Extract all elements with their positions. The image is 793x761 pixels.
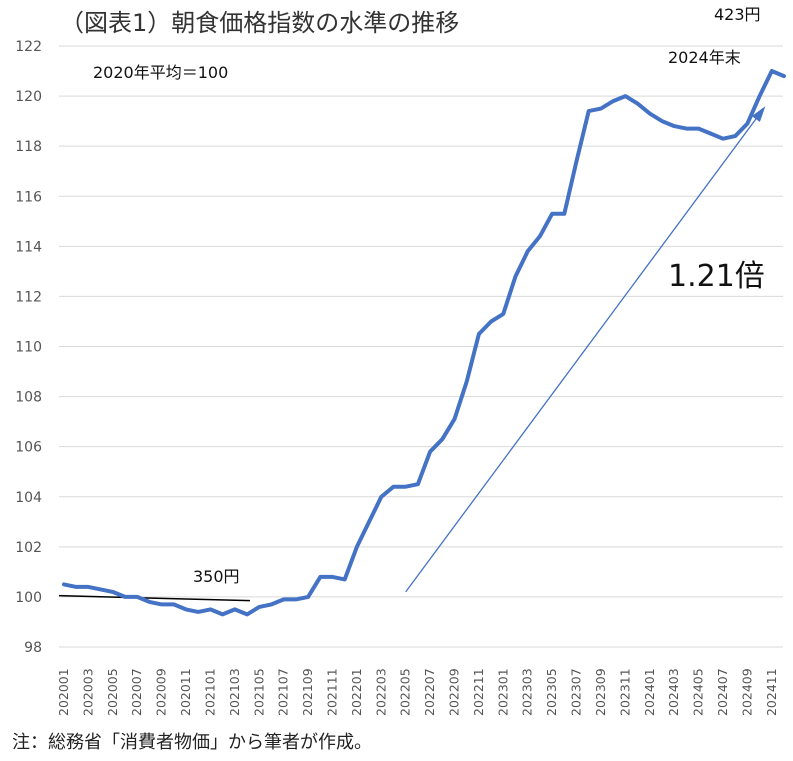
x-tick-label: 202209 — [447, 668, 462, 716]
chart-title: （図表1）朝食価格指数の水準の推移 — [60, 9, 459, 37]
x-tick-label: 202303 — [520, 668, 535, 716]
x-tick-label: 202311 — [617, 668, 632, 716]
y-tick-label: 118 — [15, 139, 42, 155]
y-tick-label: 116 — [15, 189, 42, 205]
y-tick-label: 102 — [15, 540, 42, 556]
x-tick-label: 202203 — [373, 668, 388, 716]
growth-arrow — [405, 108, 765, 593]
y-tick-label: 108 — [15, 390, 42, 406]
end-year-label: 2024年末 — [668, 48, 741, 67]
y-tick-label: 114 — [15, 239, 42, 255]
x-tick-label: 202107 — [276, 668, 291, 716]
ratio-label: 1.21倍 — [668, 259, 765, 294]
y-tick-label: 122 — [15, 39, 42, 55]
x-tick-label: 202211 — [471, 668, 486, 716]
baseline-350-line — [58, 594, 251, 602]
x-tick-label: 202207 — [422, 668, 437, 716]
x-tick-label: 202103 — [227, 668, 242, 716]
y-tick-label: 120 — [15, 89, 42, 105]
x-tick-label: 202005 — [105, 668, 120, 716]
y-tick-label: 106 — [15, 440, 42, 456]
series-line — [62, 69, 786, 617]
x-tick-label: 202409 — [739, 668, 754, 716]
x-tick-label: 202301 — [495, 668, 510, 716]
y-tick-label: 104 — [15, 490, 42, 506]
x-tick-label: 202307 — [569, 668, 584, 716]
base-note: 2020年平均＝100 — [93, 63, 228, 82]
grid-lines — [59, 45, 783, 648]
x-tick-label: 202111 — [324, 668, 339, 716]
start-price-label: 350円 — [193, 567, 240, 586]
x-tick-label: 202305 — [544, 668, 559, 716]
x-tick-label: 202201 — [349, 668, 364, 716]
growth-arrowhead — [751, 106, 766, 123]
end-price-label: 423円 — [714, 5, 761, 24]
x-axis: 202001 202003 202005 202007 202009 202011 2021… — [56, 668, 779, 716]
y-tick-label: 100 — [15, 590, 42, 606]
x-tick-label: 202105 — [251, 668, 266, 716]
footnote: 注：総務省「消費者物価」から筆者が作成。 — [12, 732, 372, 753]
x-tick-label: 202009 — [154, 668, 169, 716]
x-tick-label: 202003 — [80, 668, 95, 716]
x-tick-label: 202101 — [202, 668, 217, 716]
x-tick-label: 202405 — [691, 668, 706, 716]
x-tick-label: 202403 — [666, 668, 681, 716]
x-tick-label: 202205 — [398, 668, 413, 716]
y-tick-label: 98 — [24, 640, 42, 656]
x-tick-label: 202109 — [300, 668, 315, 716]
x-tick-label: 202401 — [642, 668, 657, 716]
x-tick-label: 202007 — [129, 668, 144, 716]
x-tick-label: 202407 — [715, 668, 730, 716]
x-tick-label: 202411 — [764, 668, 779, 716]
y-tick-label: 110 — [15, 340, 42, 356]
y-axis: 98 100 102 104 106 108 110 112 114 116 118 120 122 — [15, 39, 42, 656]
x-tick-label: 202309 — [593, 668, 608, 716]
y-tick-label: 112 — [15, 289, 42, 305]
x-tick-label: 202001 — [56, 668, 71, 716]
x-tick-label: 202011 — [178, 668, 193, 716]
